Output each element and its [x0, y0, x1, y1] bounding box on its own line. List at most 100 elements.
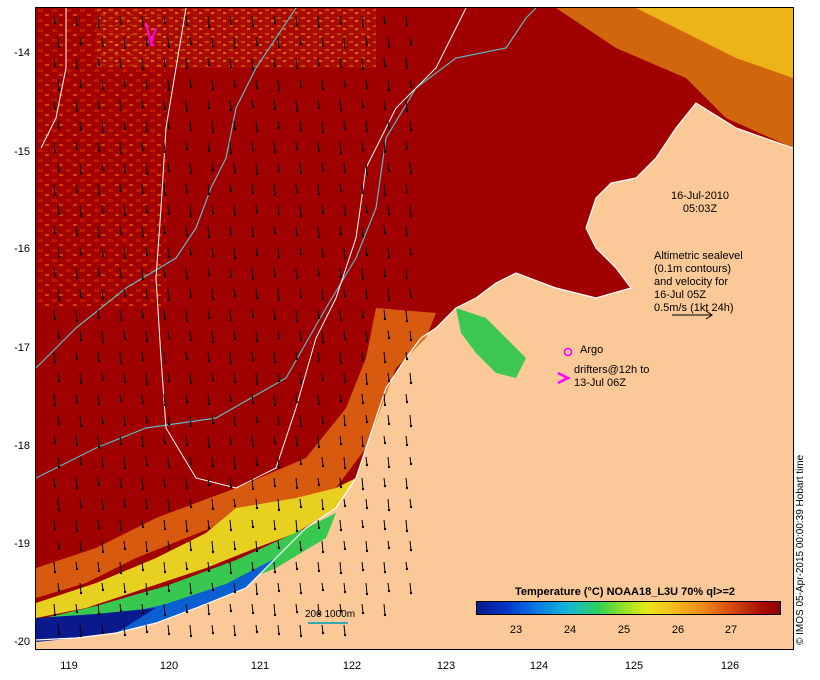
velocity-arrow: [57, 372, 60, 382]
velocity-arrow-head: [119, 108, 123, 112]
velocity-arrow-head: [405, 23, 409, 27]
velocity-arrow-head: [119, 65, 123, 69]
velocity-arrow-head: [119, 151, 123, 155]
velocity-arrow-head: [387, 88, 391, 92]
velocity-arrow-head: [189, 85, 193, 89]
velocity-arrow: [167, 624, 170, 635]
x-tick-label: 122: [342, 660, 362, 672]
velocity-arrow: [145, 540, 148, 552]
velocity-arrow-head: [255, 172, 259, 176]
velocity-arrow-head: [365, 463, 369, 467]
velocity-arrow-head: [141, 444, 145, 448]
velocity-arrow-head: [277, 45, 281, 49]
velocity-arrow: [317, 351, 320, 362]
velocity-arrow-head: [361, 191, 365, 195]
velocity-arrow: [145, 78, 148, 89]
velocity-arrow-head: [79, 381, 83, 385]
velocity-arrow-head: [141, 191, 145, 195]
velocity-arrow-head: [123, 170, 127, 174]
velocity-arrow: [189, 204, 192, 217]
velocity-arrow: [343, 246, 346, 259]
velocity-arrow-head: [317, 192, 321, 196]
velocity-arrow: [383, 141, 386, 153]
velocity-arrow: [123, 120, 126, 130]
velocity-arrow-head: [185, 486, 189, 490]
velocity-arrow: [233, 582, 236, 593]
velocity-arrow-head: [255, 210, 259, 214]
velocity-arrow-head: [101, 211, 105, 215]
velocity-arrow-head: [57, 632, 61, 636]
velocity-arrow-head: [409, 591, 413, 595]
velocity-arrow: [167, 498, 170, 511]
velocity-arrow: [163, 99, 166, 110]
velocity-arrow: [383, 519, 386, 530]
velocity-arrow-head: [211, 421, 215, 425]
velocity-arrow-head: [163, 107, 167, 111]
velocity-arrow: [255, 78, 258, 89]
velocity-arrow: [387, 36, 390, 48]
velocity-arrow-head: [233, 590, 237, 594]
velocity-arrow: [207, 15, 210, 28]
velocity-arrow-head: [255, 506, 259, 510]
legend-title: Temperature (°C) NOAA18_L3U 70% ql>=2: [515, 586, 735, 598]
velocity-arrow: [251, 225, 254, 237]
velocity-arrow-head: [255, 43, 259, 47]
velocity-arrow-head: [405, 147, 409, 151]
velocity-arrow: [57, 498, 60, 511]
velocity-arrow: [119, 561, 122, 574]
velocity-arrow-head: [251, 191, 255, 195]
sealevel-contour: [36, 8, 537, 479]
colorbar-tick-label: 23: [509, 624, 523, 636]
velocity-arrow-head: [123, 633, 127, 637]
velocity-arrow-head: [339, 189, 343, 193]
velocity-arrow: [383, 603, 386, 616]
velocity-arrow-head: [405, 319, 409, 323]
velocity-arrow: [79, 498, 82, 508]
velocity-arrow: [53, 519, 56, 530]
velocity-arrow-head: [189, 338, 193, 342]
velocity-arrow-head: [141, 67, 145, 71]
velocity-arrow: [57, 246, 60, 258]
velocity-arrow: [101, 330, 104, 343]
velocity-arrow-head: [75, 610, 79, 614]
velocity-arrow: [277, 414, 280, 425]
velocity-arrow-head: [273, 64, 277, 68]
velocity-arrow: [343, 372, 346, 383]
velocity-arrow-head: [97, 235, 101, 239]
velocity-arrow: [365, 498, 368, 509]
velocity-arrow: [119, 267, 122, 278]
velocity-arrow: [141, 351, 144, 361]
altimetry-line: 0.5m/s (1kt 24h): [654, 302, 734, 314]
velocity-arrow-head: [251, 487, 255, 491]
velocity-arrow-head: [185, 147, 189, 151]
velocity-arrow: [163, 393, 166, 406]
velocity-arrow: [387, 372, 390, 382]
velocity-arrow-head: [383, 274, 387, 278]
velocity-arrow-head: [409, 252, 413, 256]
velocity-arrow: [387, 456, 390, 468]
velocity-arrow: [97, 309, 100, 319]
velocity-arrow: [233, 414, 236, 426]
velocity-arrow: [101, 78, 104, 90]
velocity-arrow-head: [141, 487, 145, 491]
velocity-arrow: [251, 183, 254, 194]
velocity-arrow-head: [57, 255, 61, 259]
velocity-arrow-head: [145, 463, 149, 467]
velocity-arrow: [365, 372, 368, 385]
velocity-arrow-head: [57, 465, 61, 469]
velocity-arrow: [273, 519, 276, 530]
velocity-arrow: [229, 519, 232, 531]
velocity-arrow: [277, 288, 280, 301]
velocity-arrow: [255, 582, 258, 595]
velocity-arrow-head: [405, 66, 409, 70]
velocity-arrow-head: [189, 591, 193, 595]
velocity-arrow: [299, 204, 302, 217]
velocity-arrow-head: [185, 529, 189, 533]
velocity-arrow-head: [233, 423, 237, 427]
velocity-arrow-head: [251, 444, 255, 448]
velocity-arrow-head: [295, 147, 299, 151]
velocity-arrow: [123, 330, 126, 340]
timestamp-date: 16-Jul-2010: [670, 190, 730, 202]
velocity-arrow-head: [317, 526, 321, 530]
velocity-arrow-head: [123, 213, 127, 217]
